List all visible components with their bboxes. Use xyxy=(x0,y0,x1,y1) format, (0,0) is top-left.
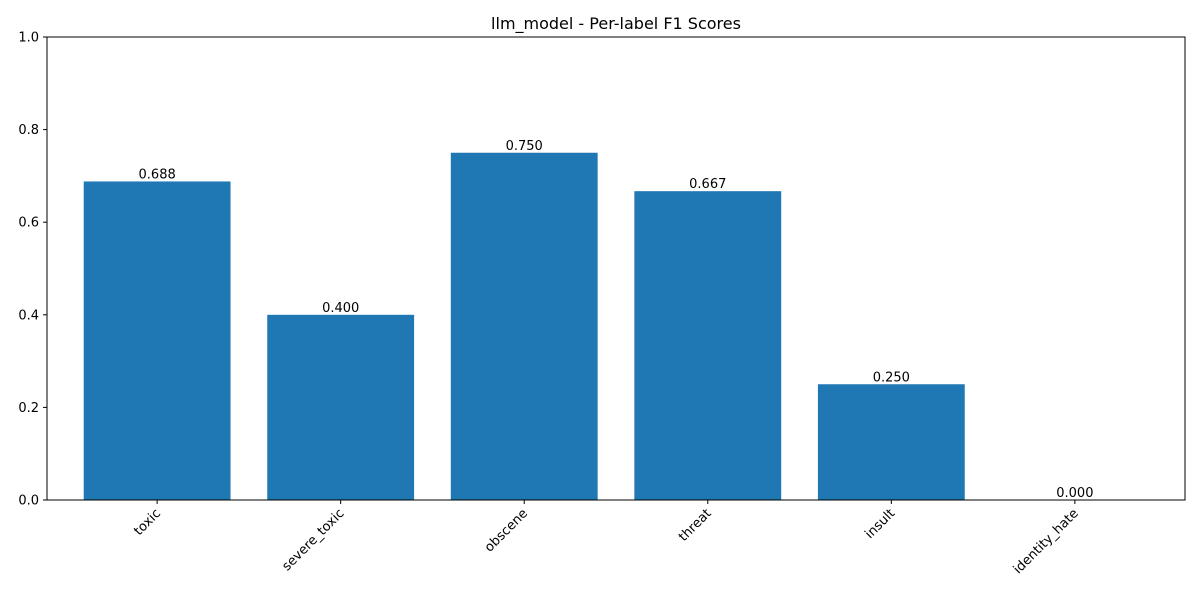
y-tick-label-0.4: 0.4 xyxy=(18,308,39,323)
x-tick-label-severe_toxic: severe_toxic xyxy=(280,506,348,574)
value-label-insult: 0.250 xyxy=(873,370,910,385)
value-label-toxic: 0.688 xyxy=(139,167,176,182)
y-tick-label-1.0: 1.0 xyxy=(18,31,39,46)
bar-insult xyxy=(817,384,965,500)
value-label-threat: 0.667 xyxy=(689,177,726,192)
x-tick-label-toxic: toxic xyxy=(131,506,164,539)
x-tick-label-obscene: obscene xyxy=(482,506,531,555)
bar-threat xyxy=(634,191,782,500)
value-label-identity_hate: 0.000 xyxy=(1056,486,1093,501)
value-label-obscene: 0.750 xyxy=(506,139,543,154)
y-tick-label-0.2: 0.2 xyxy=(18,401,39,416)
value-labels-layer: 0.688 0.400 0.750 0.667 0.250 0.000 xyxy=(139,139,1094,501)
x-tick-label-insult: insult xyxy=(862,506,898,542)
chart-title: llm_model - Per-label F1 Scores xyxy=(491,14,741,34)
x-axis: toxic severe_toxic obscene threat insult iden… xyxy=(131,500,1082,577)
bar-obscene xyxy=(450,152,598,500)
bars-layer xyxy=(83,152,965,500)
bar-toxic xyxy=(83,181,231,500)
x-tick-label-threat: threat xyxy=(676,506,715,545)
value-label-severe_toxic: 0.400 xyxy=(322,301,359,316)
x-tick-label-identity_hate: identity_hate xyxy=(1011,506,1082,577)
plot-frame xyxy=(46,36,1186,501)
y-tick-label-0.6: 0.6 xyxy=(18,216,39,231)
y-axis: 0.0 0.2 0.4 0.6 0.8 1.0 xyxy=(18,31,47,509)
bar-severe_toxic xyxy=(267,314,415,500)
y-tick-label-0.0: 0.0 xyxy=(18,494,39,509)
y-tick-label-0.8: 0.8 xyxy=(18,123,39,138)
